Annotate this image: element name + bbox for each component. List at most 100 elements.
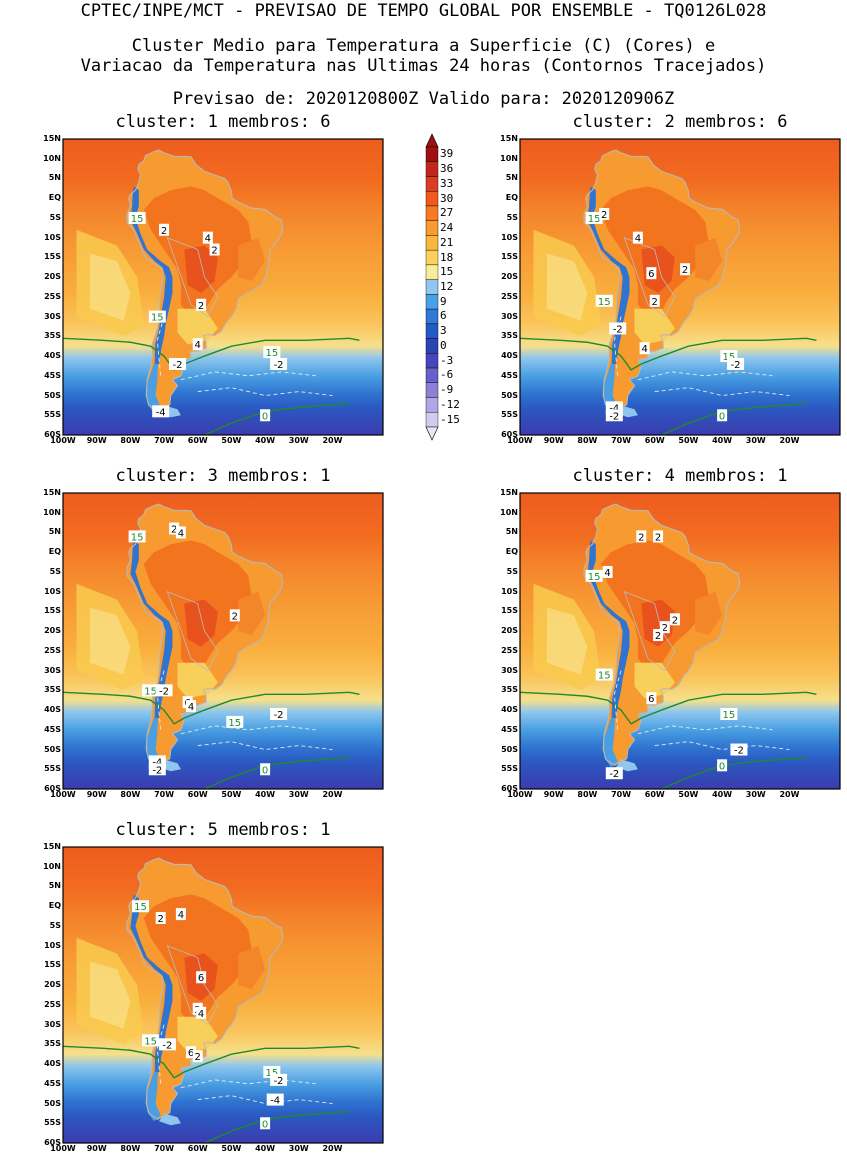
- lat-tick-label: 15N: [43, 488, 61, 497]
- svg-text:-2: -2: [731, 360, 741, 371]
- lat-tick-label: 5N: [505, 527, 518, 537]
- lat-tick-label: 35S: [44, 1039, 61, 1049]
- svg-text:-4: -4: [156, 407, 166, 418]
- forecast-validity-text: Previsao de: 2020120800Z Valido para: 20…: [172, 89, 675, 109]
- svg-text:6: 6: [648, 269, 654, 280]
- contour-label: 0: [717, 759, 728, 772]
- contour-label: 2: [159, 223, 170, 237]
- svg-text:2: 2: [171, 525, 177, 536]
- lat-tick-label: 10S: [501, 232, 518, 242]
- svg-text:15: 15: [228, 718, 241, 729]
- lat-tick-label: 40S: [44, 1059, 61, 1069]
- lon-tick-label: 20W: [322, 1144, 343, 1153]
- svg-text:4: 4: [604, 568, 610, 579]
- lat-tick-label: 60S: [44, 430, 61, 439]
- lat-tick-label: 50S: [44, 744, 61, 754]
- svg-text:0: 0: [262, 411, 268, 422]
- svg-text:15: 15: [722, 710, 735, 721]
- lat-tick-label: 15S: [501, 606, 518, 616]
- lat-tick-label: 60S: [44, 1138, 61, 1147]
- lon-tick-label: 100W: [507, 436, 533, 445]
- lat-tick-label: 15S: [44, 606, 61, 616]
- contour-label: 15: [585, 211, 603, 225]
- svg-text:0: 0: [262, 1119, 268, 1130]
- svg-text:6: 6: [198, 973, 204, 984]
- lat-tick-label: 45S: [501, 370, 518, 380]
- panel-title-cluster-5: cluster: 5 membros: 1: [115, 820, 331, 840]
- colorbar-tick-label: 18: [440, 250, 454, 264]
- lon-tick-label: 50W: [678, 790, 699, 799]
- lon-tick-label: 60W: [187, 436, 208, 445]
- lat-tick-label: 30S: [44, 1019, 61, 1029]
- lat-tick-label: EQ: [505, 193, 518, 203]
- svg-text:-2: -2: [609, 769, 619, 780]
- lat-tick-label: 10N: [500, 507, 518, 517]
- panel-title-cluster-2: cluster: 2 membros: 6: [572, 112, 788, 132]
- lon-tick-label: 20W: [779, 790, 800, 799]
- lon-tick-label: 60W: [187, 790, 208, 799]
- contour-label: 2: [599, 207, 610, 221]
- lon-tick-label: 70W: [611, 436, 632, 445]
- contour-label: -2: [270, 357, 288, 371]
- lat-tick-label: 15N: [500, 488, 518, 497]
- svg-text:-2: -2: [173, 360, 183, 371]
- lat-tick-label: 10N: [43, 153, 61, 163]
- lon-tick-label: 30W: [745, 436, 766, 445]
- svg-text:0: 0: [719, 411, 725, 422]
- contour-label: 4: [639, 342, 650, 355]
- lon-tick-label: 30W: [745, 790, 766, 799]
- colorbar-tick-label: -6: [440, 368, 454, 382]
- lat-tick-label: 45S: [44, 724, 61, 734]
- contour-label: -4: [266, 1093, 284, 1107]
- lon-tick-label: 40W: [255, 790, 276, 799]
- contour-label: 2: [659, 621, 670, 634]
- lon-tick-label: 90W: [543, 790, 564, 799]
- lat-tick-label: 60S: [501, 784, 518, 793]
- lat-tick-label: 20S: [44, 980, 61, 990]
- lat-tick-label: 5N: [48, 173, 61, 183]
- svg-text:-4: -4: [152, 757, 162, 768]
- svg-text:15: 15: [131, 532, 144, 543]
- lat-tick-label: 10N: [43, 861, 61, 871]
- svg-text:4: 4: [195, 340, 201, 351]
- lat-tick-label: 5S: [49, 566, 61, 576]
- lat-tick-label: 50S: [501, 390, 518, 400]
- contour-label: 2: [169, 522, 180, 536]
- svg-text:15: 15: [588, 572, 601, 583]
- lon-tick-label: 50W: [221, 790, 242, 799]
- lon-tick-label: 40W: [255, 436, 276, 445]
- lat-tick-label: 20S: [501, 626, 518, 636]
- contour-label: 4: [202, 231, 213, 245]
- lon-tick-label: 90W: [543, 436, 564, 445]
- lat-tick-label: 25S: [501, 291, 518, 301]
- lat-tick-label: 15N: [500, 134, 518, 143]
- lat-tick-label: 35S: [44, 685, 61, 695]
- contour-label: 6: [646, 692, 657, 705]
- lat-tick-label: 10S: [44, 232, 61, 242]
- svg-text:2: 2: [655, 532, 661, 543]
- panel-title-cluster-3: cluster: 3 membros: 1: [115, 466, 331, 486]
- svg-text:-2: -2: [152, 765, 162, 776]
- lat-tick-label: 55S: [44, 410, 61, 420]
- lon-tick-label: 70W: [611, 790, 632, 799]
- svg-text:15: 15: [131, 214, 144, 225]
- colorbar-tick-label: 21: [440, 235, 454, 249]
- colorbar-tick-label: 39: [440, 147, 454, 161]
- lat-tick-label: EQ: [505, 547, 518, 557]
- contour-label: -2: [270, 708, 288, 721]
- contour-label: 4: [602, 565, 613, 579]
- contour-label: -2: [158, 1038, 176, 1051]
- svg-text:6: 6: [188, 1048, 194, 1059]
- lat-tick-label: 55S: [44, 1118, 61, 1128]
- lat-tick-label: 30S: [44, 665, 61, 675]
- contour-label: 15: [720, 708, 738, 721]
- svg-text:0: 0: [719, 761, 725, 772]
- svg-text:-2: -2: [274, 1076, 284, 1087]
- lat-tick-label: 35S: [501, 685, 518, 695]
- lat-tick-label: 35S: [44, 331, 61, 341]
- contour-label: 2: [669, 613, 680, 626]
- lat-tick-label: 40S: [44, 705, 61, 715]
- lon-tick-label: 100W: [50, 790, 76, 799]
- lon-tick-label: 90W: [86, 436, 107, 445]
- contour-label: -2: [155, 684, 173, 697]
